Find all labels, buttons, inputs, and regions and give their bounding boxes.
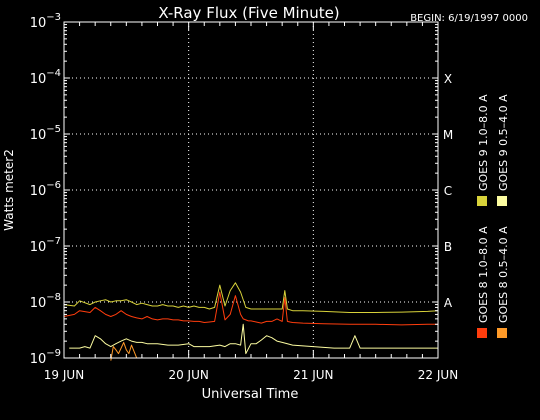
grid-lines (64, 22, 438, 358)
x-tick-label: 19 JUN (44, 368, 84, 382)
legend-label: GOES 9 0.5–4.0 A (497, 94, 510, 191)
begin-label: BEGIN: 6/19/1997 0000 (410, 13, 528, 24)
y-tick-label: 10−3 (30, 12, 61, 31)
y-tick-label: 10−4 (30, 68, 61, 87)
flare-class-label: M (443, 128, 453, 142)
legend-label: GOES 8 1.0–8.0 A (477, 226, 490, 323)
x-tick-label: 21 JUN (293, 368, 333, 382)
y-tick-labels: 10−3 10−4 10−5 10−6 10−7 10−8 10−9 (30, 12, 61, 367)
series-line-4 (69, 323, 438, 355)
y-tick-label: 10−6 (30, 180, 61, 199)
flare-class-label: A (444, 296, 453, 310)
y-tick-label: 10−5 (30, 124, 61, 143)
flare-class-label: X (444, 72, 452, 86)
flare-class-label: C (444, 184, 452, 198)
legend-swatch (497, 196, 507, 206)
y-tick-label: 10−9 (30, 348, 61, 367)
y-tick-label: 10−8 (30, 292, 61, 311)
chart-title: X-Ray Flux (Five Minute) (158, 4, 339, 22)
series-line-2 (110, 341, 138, 361)
series-line-3 (63, 282, 439, 313)
y-tick-label: 10−7 (30, 236, 61, 255)
legend-label: GOES 9 1.0–8.0 A (477, 94, 490, 191)
legend: GOES 8 1.0–8.0 A GOES 8 0.5–4.0 A GOES 9 1… (477, 94, 510, 338)
x-tick-labels: 19 JUN 20 JUN 21 JUN 22 JUN (44, 368, 458, 382)
legend-label: GOES 8 0.5–4.0 A (497, 226, 510, 323)
series-layer (63, 282, 439, 361)
flare-class-labels: X M C B A (443, 72, 453, 310)
x-tick-label: 20 JUN (168, 368, 208, 382)
legend-swatch (497, 328, 507, 338)
x-tick-label: 22 JUN (418, 368, 458, 382)
y-axis-label: Watts meter2 (2, 149, 16, 231)
x-axis-label: Universal Time (202, 387, 299, 402)
legend-swatch (477, 196, 487, 206)
flare-class-label: B (444, 240, 452, 254)
legend-swatch (477, 328, 487, 338)
axis-ticks (63, 21, 439, 359)
series-line-1 (63, 291, 438, 326)
